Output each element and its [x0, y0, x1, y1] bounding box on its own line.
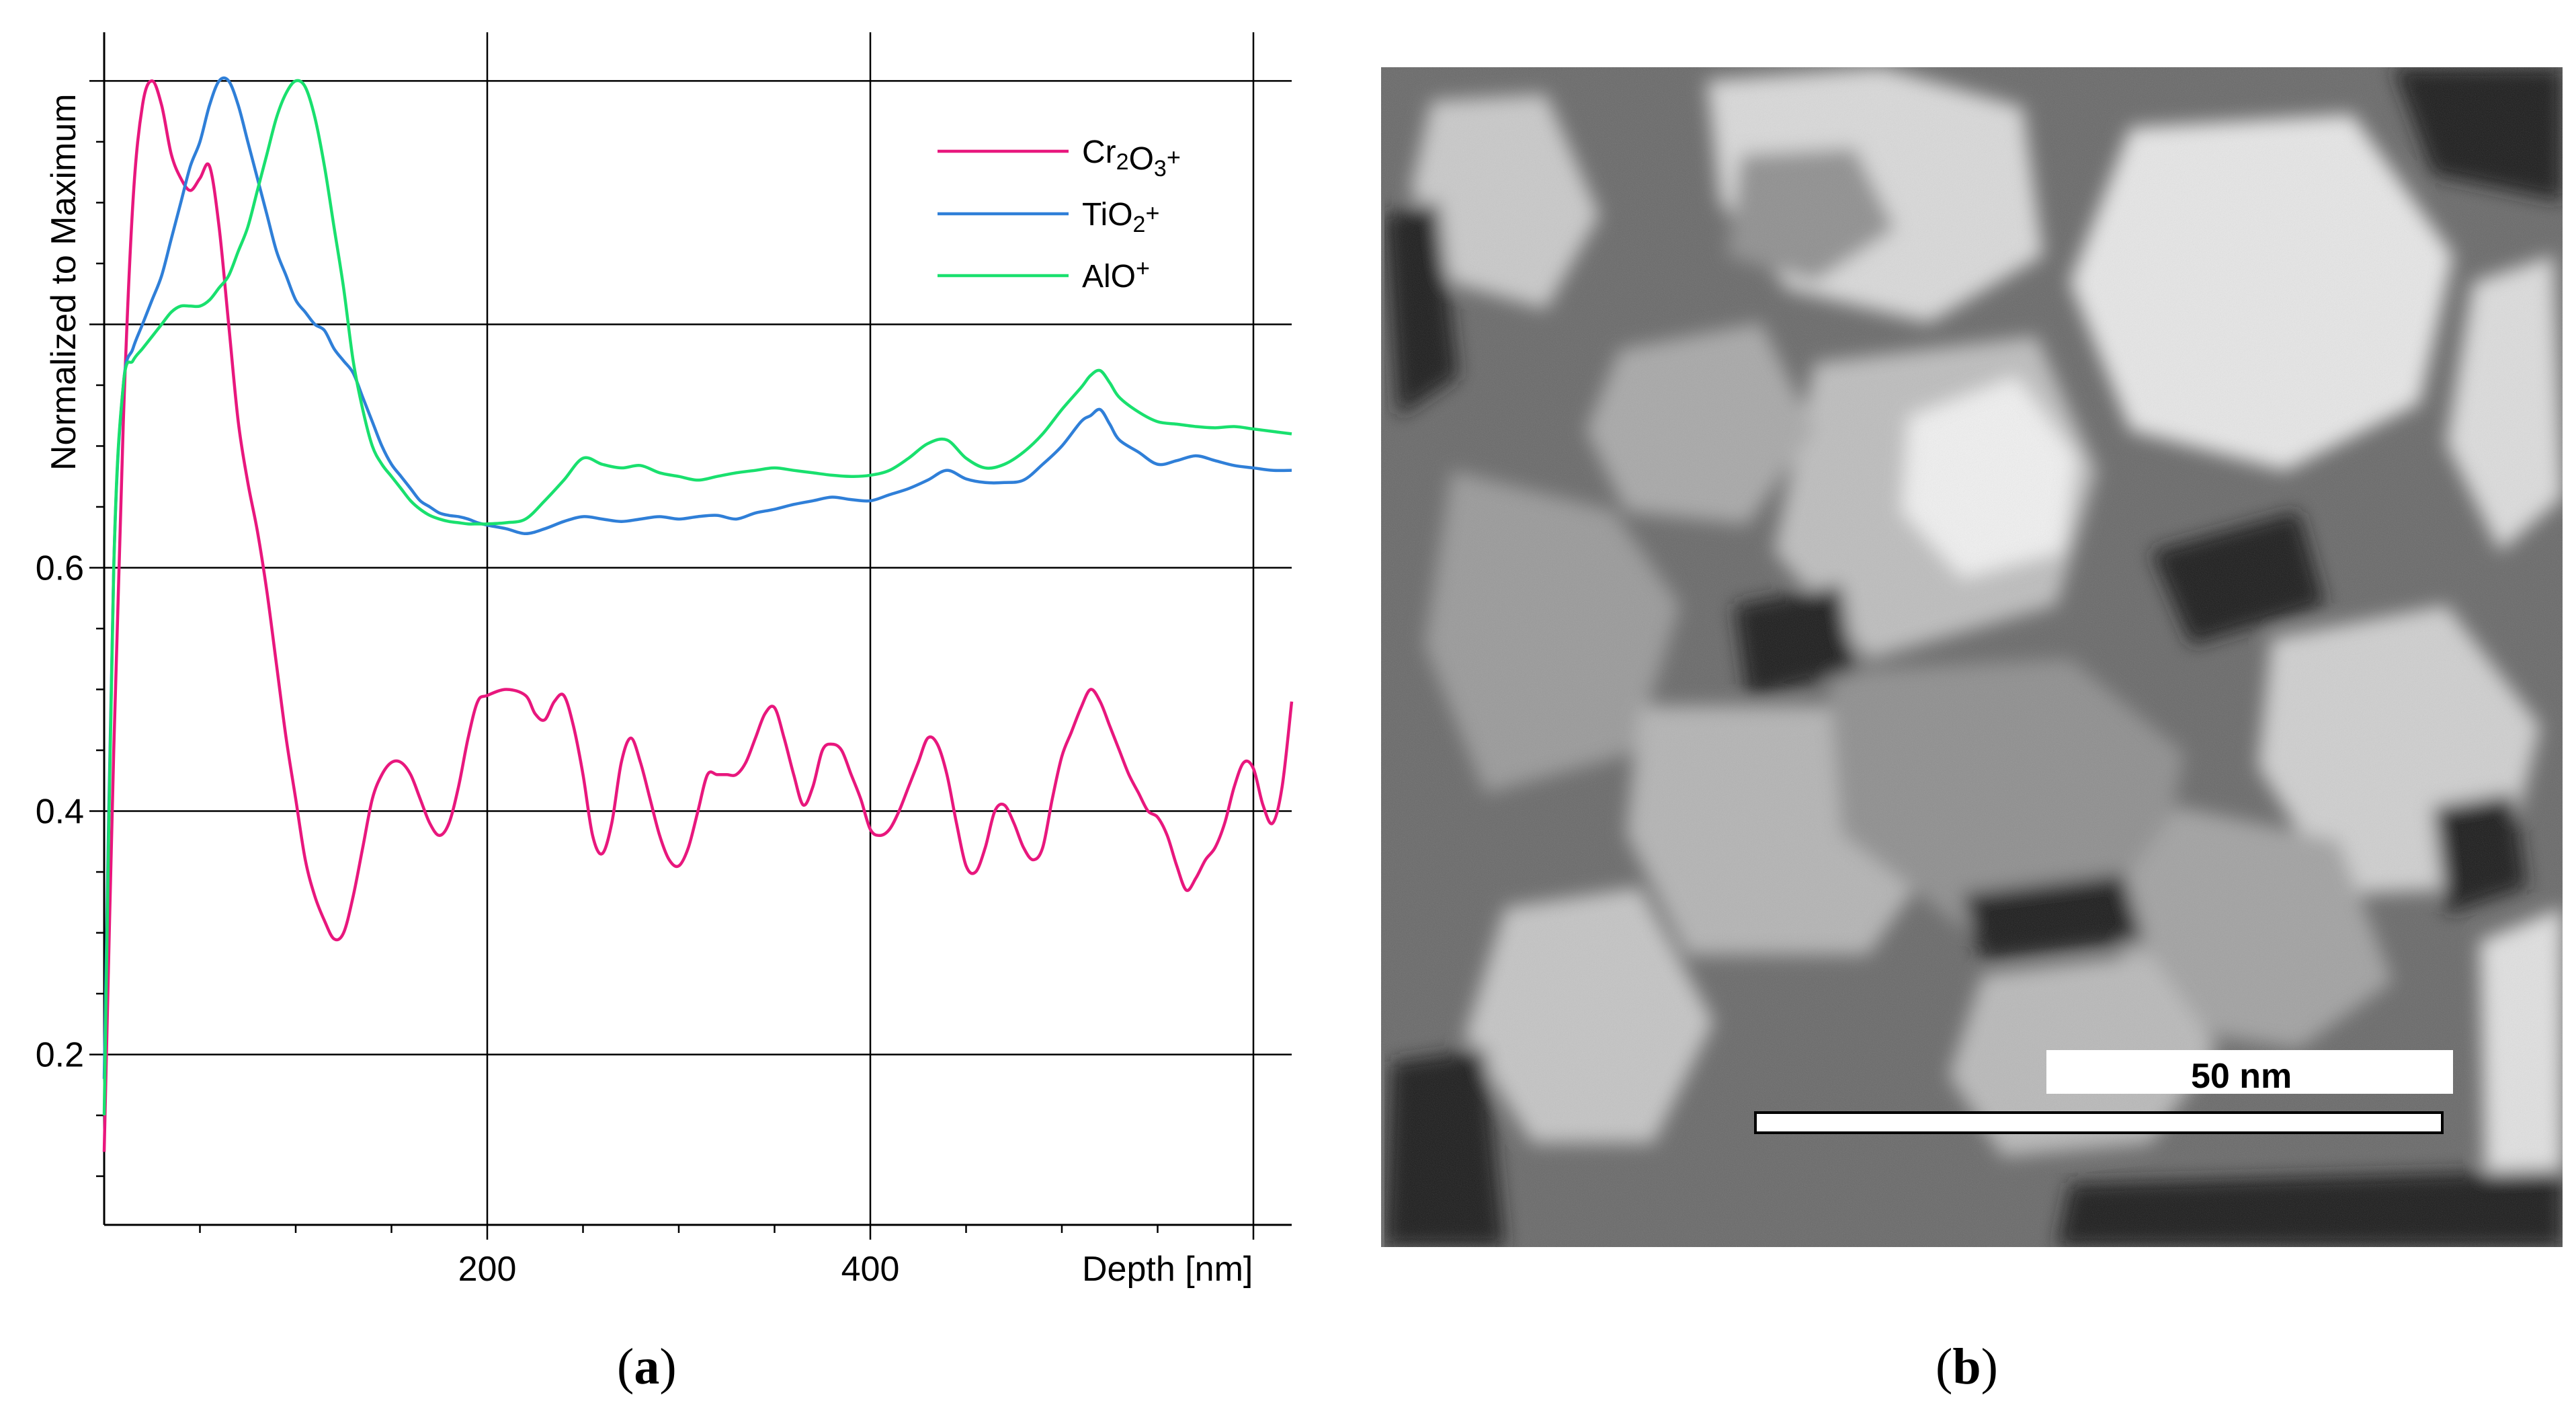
legend-label: Cr2O3+	[1082, 134, 1181, 182]
scale-bar: 50 nm	[1754, 1050, 2453, 1134]
series-line-alo	[102, 79, 1292, 1116]
chart-series	[102, 76, 1294, 1152]
x-tick-label: 200	[458, 1250, 517, 1289]
series-line-tio2	[102, 76, 1292, 1079]
x-axis-label: Depth [nm]	[1082, 1250, 1253, 1289]
legend-item: Cr2O3+	[938, 134, 1181, 182]
scale-bar-line	[1754, 1111, 2444, 1134]
series-line-cr2o3	[102, 79, 1294, 1152]
panel-b-micrograph: 50 nm (b)	[1381, 67, 2563, 1395]
y-tick-label: 0.2	[36, 1036, 84, 1075]
y-tick-label: 0.4	[36, 793, 84, 832]
panel-a-chart: 0.2 0.4 0.6 200 400 Depth [nm] Normalized to…	[36, 32, 1294, 1395]
sem-image	[1381, 67, 2563, 1247]
legend-label: TiO2+	[1082, 197, 1160, 237]
chart-tick-labels: 0.2 0.4 0.6 200 400	[36, 549, 900, 1289]
x-tick-label: 400	[841, 1250, 900, 1289]
y-axis-label: Normalized to Maximum	[44, 93, 83, 471]
legend-label: AlO+	[1082, 254, 1150, 294]
panel-b-caption: (b)	[1936, 1338, 1998, 1395]
legend-item: TiO2+	[938, 197, 1160, 237]
chart-legend: Cr2O3+ TiO2+ AlO+	[938, 134, 1181, 294]
y-tick-label: 0.6	[36, 549, 84, 588]
legend-item: AlO+	[938, 254, 1150, 294]
panel-a-caption: (a)	[617, 1338, 677, 1395]
scale-bar-label: 50 nm	[2191, 1057, 2292, 1096]
